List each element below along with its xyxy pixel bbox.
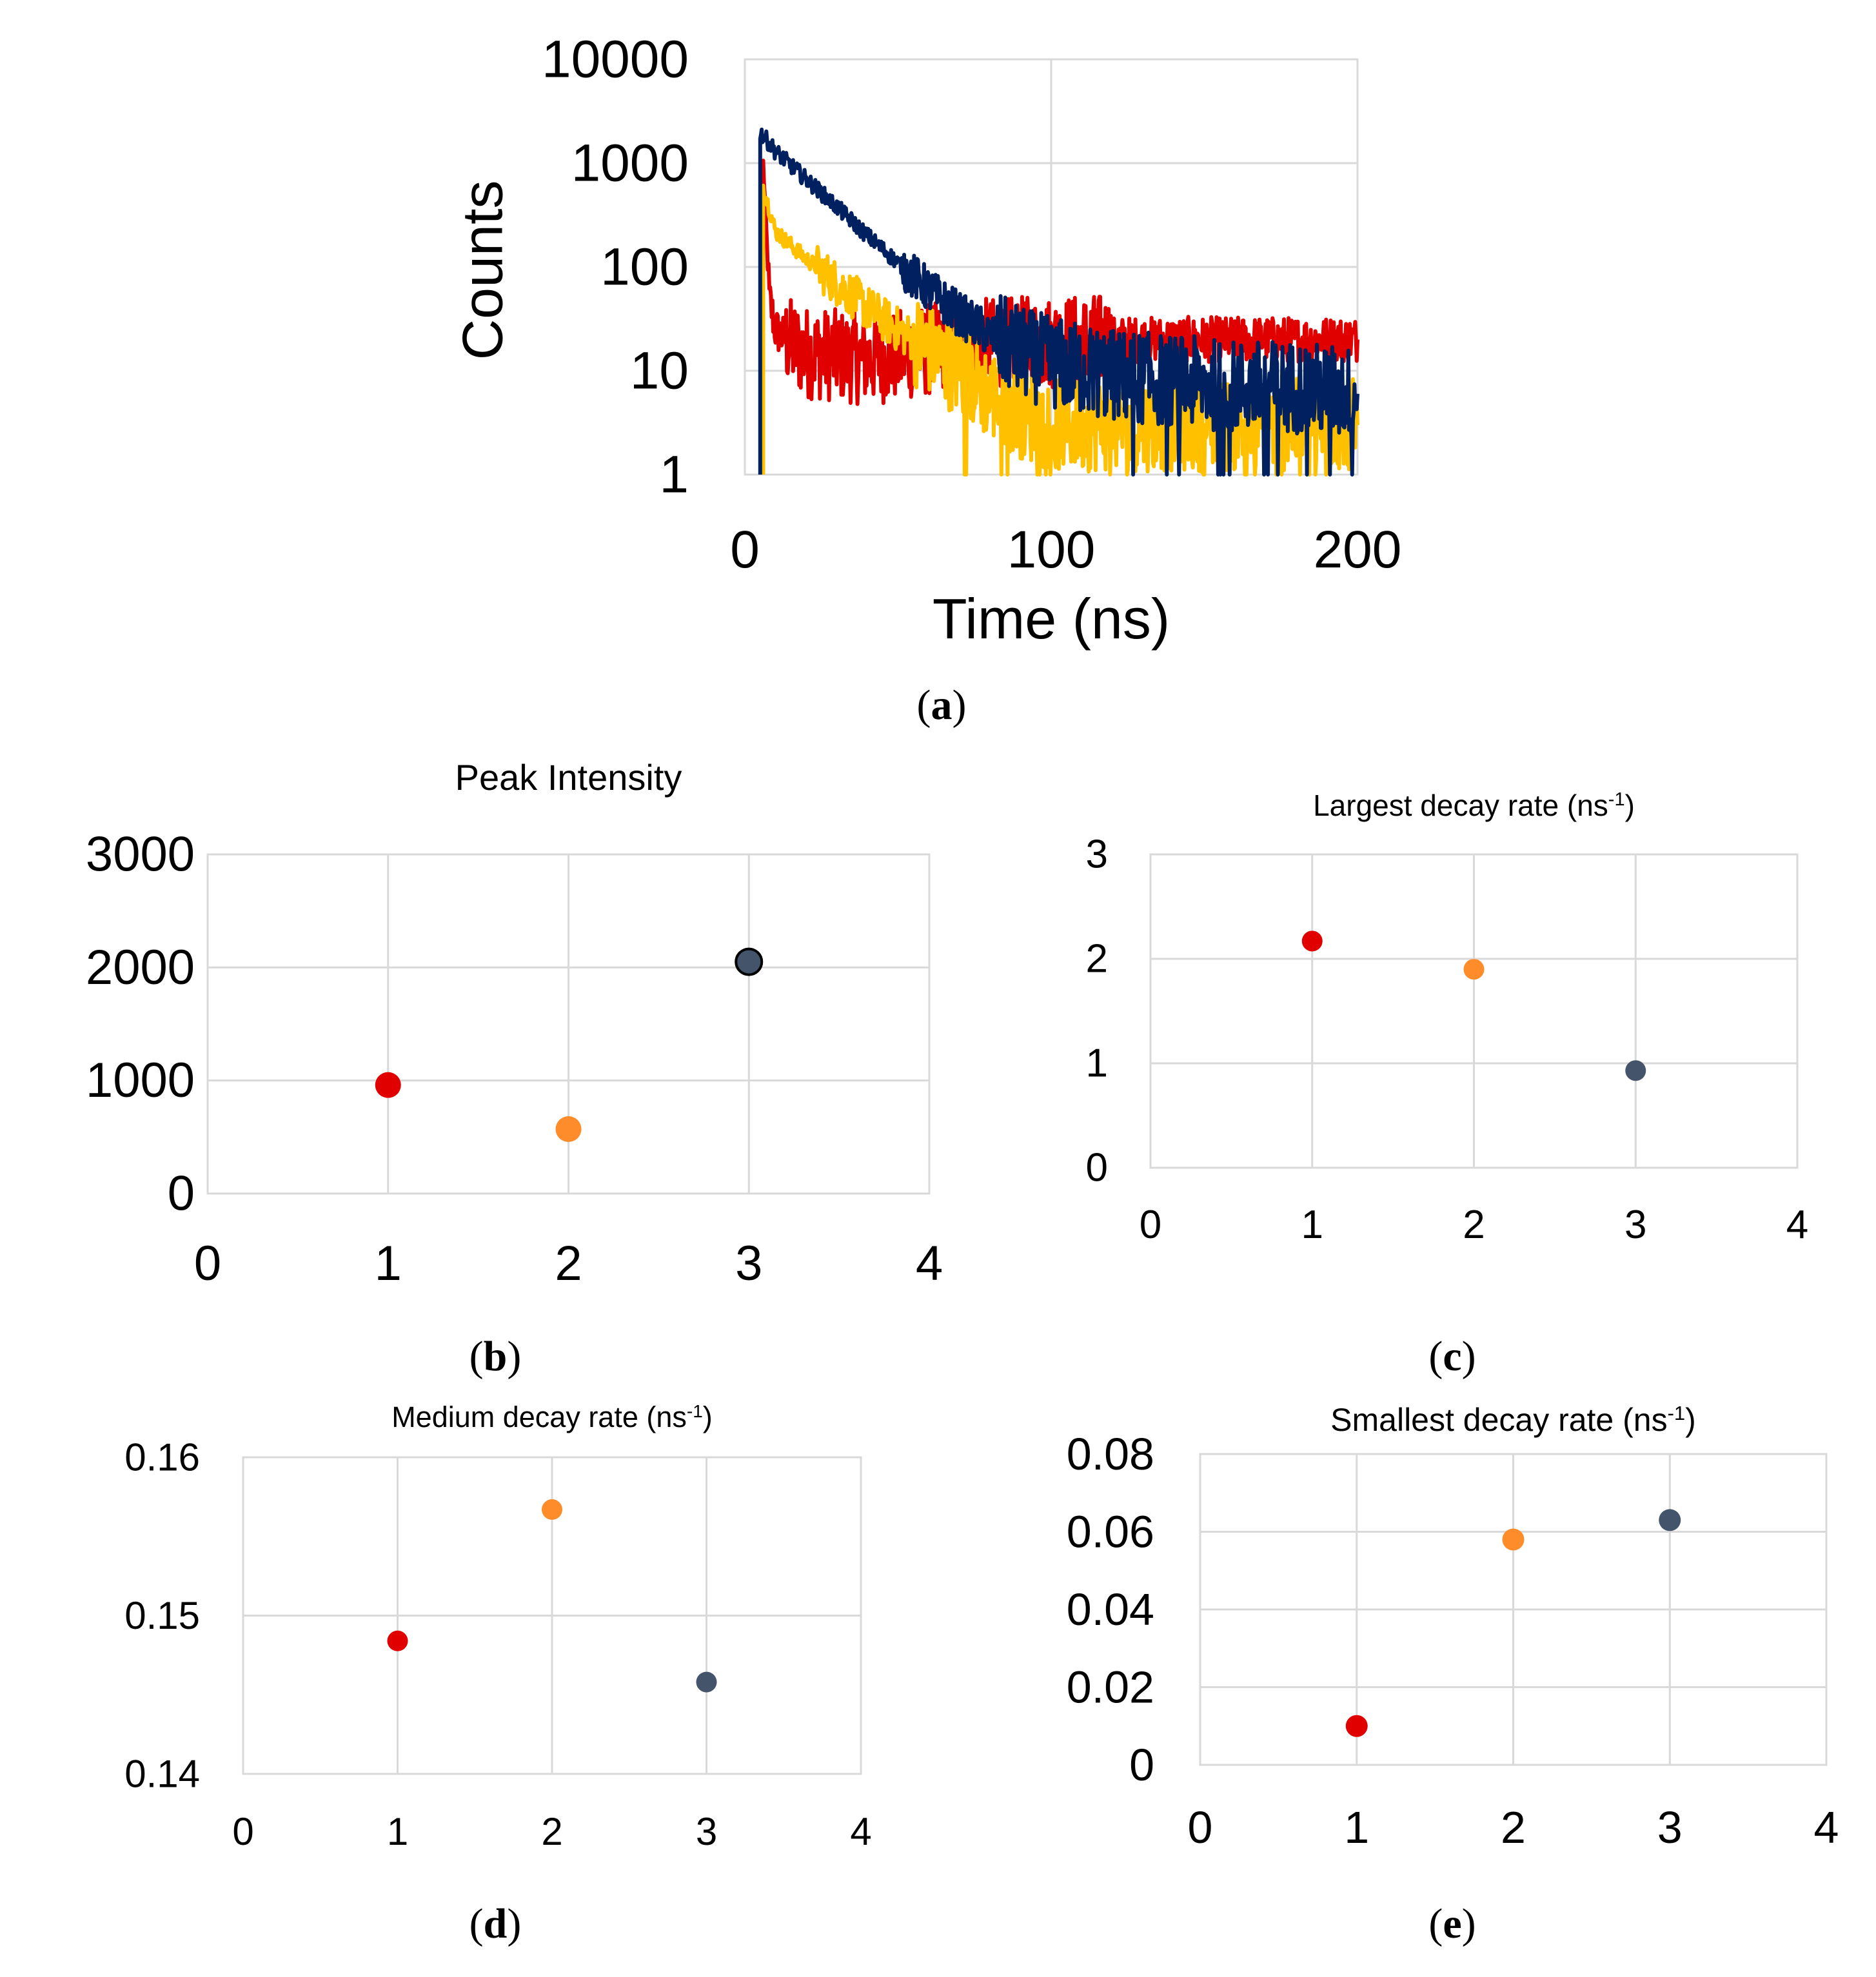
plot-area-b <box>206 853 931 1195</box>
y-tick-label-e-2: 0.04 <box>1067 1584 1154 1635</box>
data-point-b-3 <box>735 947 764 976</box>
x-tick-label-d-2: 2 <box>541 1810 562 1853</box>
y-tick-label-a-3: 1000 <box>571 134 689 193</box>
y-tick-label-c-3: 3 <box>1086 832 1108 877</box>
x-tick-label-a-1: 100 <box>1007 520 1096 579</box>
plot-area-c <box>1149 853 1799 1169</box>
x-tick-label-b-4: 4 <box>916 1236 943 1291</box>
y-tick-label-a-1: 10 <box>630 342 689 400</box>
panel-label-b: (b) <box>469 1333 522 1380</box>
x-tick-label-b-1: 1 <box>375 1236 402 1291</box>
y-tick-label-a-4: 10000 <box>542 30 689 89</box>
x-tick-label-d-1: 1 <box>387 1810 408 1853</box>
plot-area-e <box>1199 1453 1828 1766</box>
data-point-e-3 <box>1659 1509 1681 1531</box>
panel-label-a: (a) <box>917 682 967 729</box>
panel-label-e: (e) <box>1428 1900 1476 1947</box>
data-point-d-2 <box>542 1499 562 1520</box>
y-tick-label-d-2: 0.16 <box>124 1436 200 1479</box>
data-point-c-1 <box>1301 930 1323 952</box>
x-tick-label-b-3: 3 <box>735 1236 762 1291</box>
panel-label-d: (d) <box>469 1900 522 1947</box>
x-tick-label-c-0: 0 <box>1140 1203 1161 1247</box>
plot-area-d <box>242 1456 862 1775</box>
x-tick-label-e-1: 1 <box>1344 1802 1369 1853</box>
panel-b: 0 1000 2000 3000 0 1 2 3 4 Peak Intensity (b) <box>86 757 943 1380</box>
data-point-c-2 <box>1463 959 1485 980</box>
x-tick-label-d-0: 0 <box>232 1810 253 1853</box>
x-tick-label-e-3: 3 <box>1657 1802 1683 1853</box>
x-tick-label-c-4: 4 <box>1786 1203 1808 1247</box>
panel-e: 0 0.02 0.04 0.06 0.08 0 1 2 3 4 Smallest decay rat… <box>1067 1402 1839 1948</box>
data-point-e-2 <box>1502 1528 1525 1551</box>
data-point-d-1 <box>387 1630 408 1651</box>
data-point-d-3 <box>696 1671 717 1693</box>
chart-title-d: Medium decay rate (ns-1) <box>391 1401 713 1433</box>
y-tick-label-e-1: 0.02 <box>1067 1662 1154 1713</box>
panel-c: 0 1 2 3 0 1 2 3 4 Largest decay rate (ns-1) (c) <box>1086 789 1809 1380</box>
panel-label-c: (c) <box>1428 1333 1476 1380</box>
x-tick-label-d-3: 3 <box>696 1810 717 1853</box>
x-tick-label-d-4: 4 <box>850 1810 871 1853</box>
y-tick-label-e-3: 0.06 <box>1067 1507 1154 1557</box>
y-tick-label-e-0: 0 <box>1129 1740 1154 1790</box>
chart-title-c: Largest decay rate (ns-1) <box>1313 789 1635 822</box>
y-tick-label-a-0: 1 <box>659 446 689 504</box>
x-tick-label-c-1: 1 <box>1301 1203 1323 1247</box>
x-tick-label-c-2: 2 <box>1463 1203 1485 1247</box>
y-tick-label-a-2: 100 <box>600 238 689 297</box>
y-tick-label-d-1: 0.15 <box>124 1594 200 1637</box>
y-tick-label-c-2: 2 <box>1086 937 1108 981</box>
data-point-c-3 <box>1625 1060 1646 1081</box>
data-point-b-1 <box>375 1072 401 1098</box>
y-tick-label-b-3: 3000 <box>86 827 195 882</box>
x-tick-label-e-0: 0 <box>1188 1802 1213 1853</box>
x-tick-label-e-4: 4 <box>1814 1802 1839 1853</box>
chart-title-b: Peak Intensity <box>455 757 682 798</box>
y-tick-label-c-1: 1 <box>1086 1041 1108 1086</box>
panel-d: 0.14 0.15 0.16 0 1 2 3 4 Medium decay rate (ns-1… <box>124 1401 871 1947</box>
x-tick-label-e-2: 2 <box>1501 1802 1526 1853</box>
y-tick-label-e-4: 0.08 <box>1067 1429 1154 1479</box>
series-line-a-2 <box>758 127 1359 477</box>
y-tick-label-d-0: 0.14 <box>124 1753 200 1796</box>
y-tick-label-b-2: 2000 <box>86 940 195 995</box>
data-point-e-1 <box>1345 1715 1368 1737</box>
y-tick-label-c-0: 0 <box>1086 1146 1108 1190</box>
chart-title-e: Smallest decay rate (ns-1) <box>1330 1402 1696 1439</box>
data-point-b-2 <box>555 1116 582 1143</box>
y-tick-label-b-1: 1000 <box>86 1053 195 1108</box>
x-tick-label-b-0: 0 <box>194 1236 221 1291</box>
x-tick-label-b-2: 2 <box>555 1236 582 1291</box>
x-tick-label-a-2: 200 <box>1314 520 1402 579</box>
y-tick-label-b-0: 0 <box>168 1166 195 1221</box>
x-axis-title-a: Time (ns) <box>933 587 1170 651</box>
y-axis-title-a: Counts <box>451 181 515 360</box>
x-tick-label-c-3: 3 <box>1624 1203 1646 1247</box>
panel-a: 1 10 100 1000 10000 0 100 200 Time (ns) Counts (a) <box>451 30 1402 729</box>
x-tick-label-a-0: 0 <box>730 520 760 579</box>
